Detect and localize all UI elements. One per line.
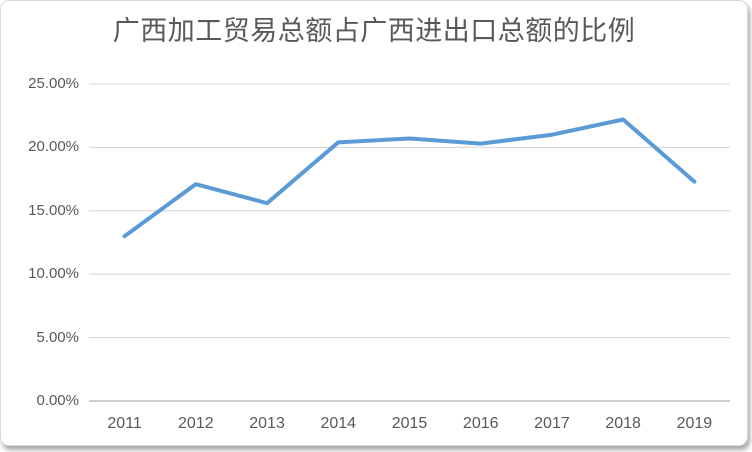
x-tick-label: 2012 xyxy=(178,415,214,432)
series-line xyxy=(122,117,697,239)
x-tick-label: 2017 xyxy=(534,415,570,432)
x-tick-label: 2019 xyxy=(676,415,713,432)
y-tick-label: 20.00% xyxy=(28,138,79,156)
y-tick-label: 25.00% xyxy=(28,75,79,92)
y-tick-label: 10.00% xyxy=(28,265,79,283)
x-tick-label: 2016 xyxy=(462,415,499,432)
x-tick-label: 2014 xyxy=(320,415,357,432)
y-tick-label: 5.00% xyxy=(36,328,79,346)
x-tick-label: 2015 xyxy=(391,415,428,432)
y-tick-label: 0.00% xyxy=(36,392,79,409)
line-chart xyxy=(89,83,730,402)
x-tick-label: 2011 xyxy=(107,415,142,432)
x-tick-label: 2013 xyxy=(249,415,285,432)
y-tick-label: 15.00% xyxy=(28,201,79,219)
chart-title: 广西加工贸易总额占广西进出口总额的比例 xyxy=(112,16,636,46)
x-tick-label: 2018 xyxy=(605,415,641,432)
